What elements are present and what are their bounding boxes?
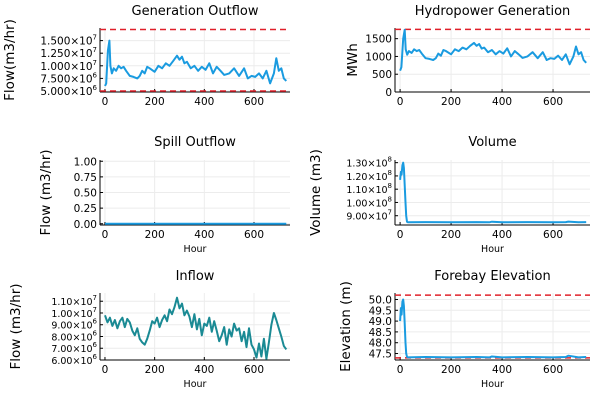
- x-tick-label: 400: [492, 96, 512, 108]
- series-line: [399, 28, 587, 72]
- x-tick-label: 0: [102, 96, 109, 108]
- y-axis-label: Elevation (m): [338, 281, 354, 372]
- x-tick-label: 200: [145, 229, 165, 241]
- series-line: [399, 298, 587, 359]
- y-tick-label: 7.00×106: [51, 341, 97, 355]
- x-tick-label: 0: [102, 364, 109, 376]
- y-axis-label: Flow (m3/hr): [8, 283, 24, 369]
- y-tick-label: 8.00×106: [51, 329, 97, 343]
- y-tick-label: 9.00×107: [346, 209, 392, 223]
- x-tick-label: 400: [194, 364, 214, 376]
- x-tick-label: 200: [441, 364, 461, 376]
- chart-title: Hydropower Generation: [415, 4, 571, 19]
- panel-inflow: 0 200 400 600 6.00×1067.00×1068.00×1069.00×1…: [8, 269, 290, 390]
- chart-title: Spill Outflow: [154, 135, 236, 150]
- y-tick-label: 47.5: [369, 349, 392, 361]
- y-tick-label: 1.00: [74, 156, 97, 168]
- chart-title: Generation Outflow: [132, 4, 259, 19]
- y-tick-label: 48.5: [369, 327, 392, 339]
- y-tick-label: 0: [385, 87, 392, 99]
- series-line: [399, 161, 587, 224]
- y-tick-label: 0.25: [74, 203, 97, 215]
- x-tick-label: 200: [441, 229, 461, 241]
- y-tick-label: 0.75: [74, 172, 97, 184]
- x-tick-label: 600: [244, 364, 264, 376]
- panel-forebay-elevation: 0 200 400 600 47.548.048.549.049.550.0 Foreba…: [338, 269, 590, 390]
- y-tick-label: 49.0: [369, 316, 392, 328]
- x-tick-label: 400: [194, 229, 214, 241]
- y-tick-label: 1.250×107: [40, 46, 97, 60]
- y-tick-label: 1.10×108: [346, 182, 392, 196]
- x-tick-label: 400: [194, 96, 214, 108]
- chart-title: Forebay Elevation: [434, 269, 550, 284]
- x-tick-label: 0: [102, 229, 109, 241]
- y-tick-label: 0.00: [74, 219, 97, 231]
- chart-title: Volume: [468, 135, 516, 150]
- x-axis-label: Hour: [481, 379, 504, 390]
- panel-volume: 0 200 400 600 9.00×1071.00×1081.10×1081.20×1…: [308, 135, 590, 255]
- x-tick-label: 0: [397, 96, 404, 108]
- x-tick-label: 0: [397, 364, 404, 376]
- x-tick-label: 600: [244, 229, 264, 241]
- series-line: [104, 39, 288, 87]
- y-axis-label: Flow(m3/hr): [2, 19, 18, 101]
- x-tick-label: 600: [244, 96, 264, 108]
- y-tick-label: 1.30×108: [346, 156, 392, 170]
- x-tick-label: 0: [397, 229, 404, 241]
- panel-generation-outflow: 0 200 400 600 5.000×1067.500×1061.000×1071.2…: [2, 4, 290, 108]
- x-tick-label: 400: [492, 364, 512, 376]
- y-tick-label: 48.0: [369, 338, 392, 350]
- y-tick-label: 1.20×108: [346, 169, 392, 183]
- y-tick-label: 1.10×107: [51, 294, 97, 308]
- y-tick-label: 1000: [365, 51, 392, 63]
- y-tick-label: 50.0: [369, 294, 392, 306]
- x-tick-label: 600: [543, 364, 563, 376]
- x-axis-label: Hour: [184, 379, 207, 390]
- x-tick-label: 400: [492, 229, 512, 241]
- y-tick-label: 1.000×107: [40, 59, 97, 73]
- y-axis-label: Volume (m3): [308, 149, 324, 236]
- y-axis-label: Flow (m3/hr): [38, 149, 54, 235]
- x-tick-label: 200: [145, 96, 165, 108]
- chart-title: Inflow: [176, 269, 215, 284]
- x-tick-label: 600: [543, 96, 563, 108]
- panel-hydropower-generation: 0 200 400 600 0 500 1000 1500 Hydropower Generat…: [345, 4, 590, 108]
- y-tick-label: 49.5: [369, 305, 392, 317]
- y-tick-label: 1.500×107: [40, 34, 97, 48]
- y-tick-label: 1.00×108: [346, 195, 392, 209]
- y-tick-label: 1500: [365, 34, 392, 46]
- y-tick-label: 9.00×106: [51, 318, 97, 332]
- x-axis-label: Hour: [481, 244, 504, 255]
- y-tick-label: 7.500×106: [40, 71, 97, 85]
- series-line: [104, 296, 288, 360]
- y-tick-label: 5.000×106: [40, 84, 97, 98]
- x-tick-label: 200: [145, 364, 165, 376]
- y-tick-label: 1.00×107: [51, 306, 97, 320]
- y-tick-label: 0.50: [74, 188, 97, 200]
- y-tick-label: 6.00×106: [51, 353, 97, 367]
- x-axis-label: Hour: [184, 244, 207, 255]
- panel-spill-outflow: 0 200 400 600 0.00 0.25 0.50 0.75 1.00 Spill Outf…: [38, 135, 290, 255]
- x-tick-label: 600: [543, 229, 563, 241]
- y-tick-label: 500: [372, 69, 392, 81]
- x-tick-label: 200: [441, 96, 461, 108]
- y-axis-label: MWh: [345, 43, 361, 77]
